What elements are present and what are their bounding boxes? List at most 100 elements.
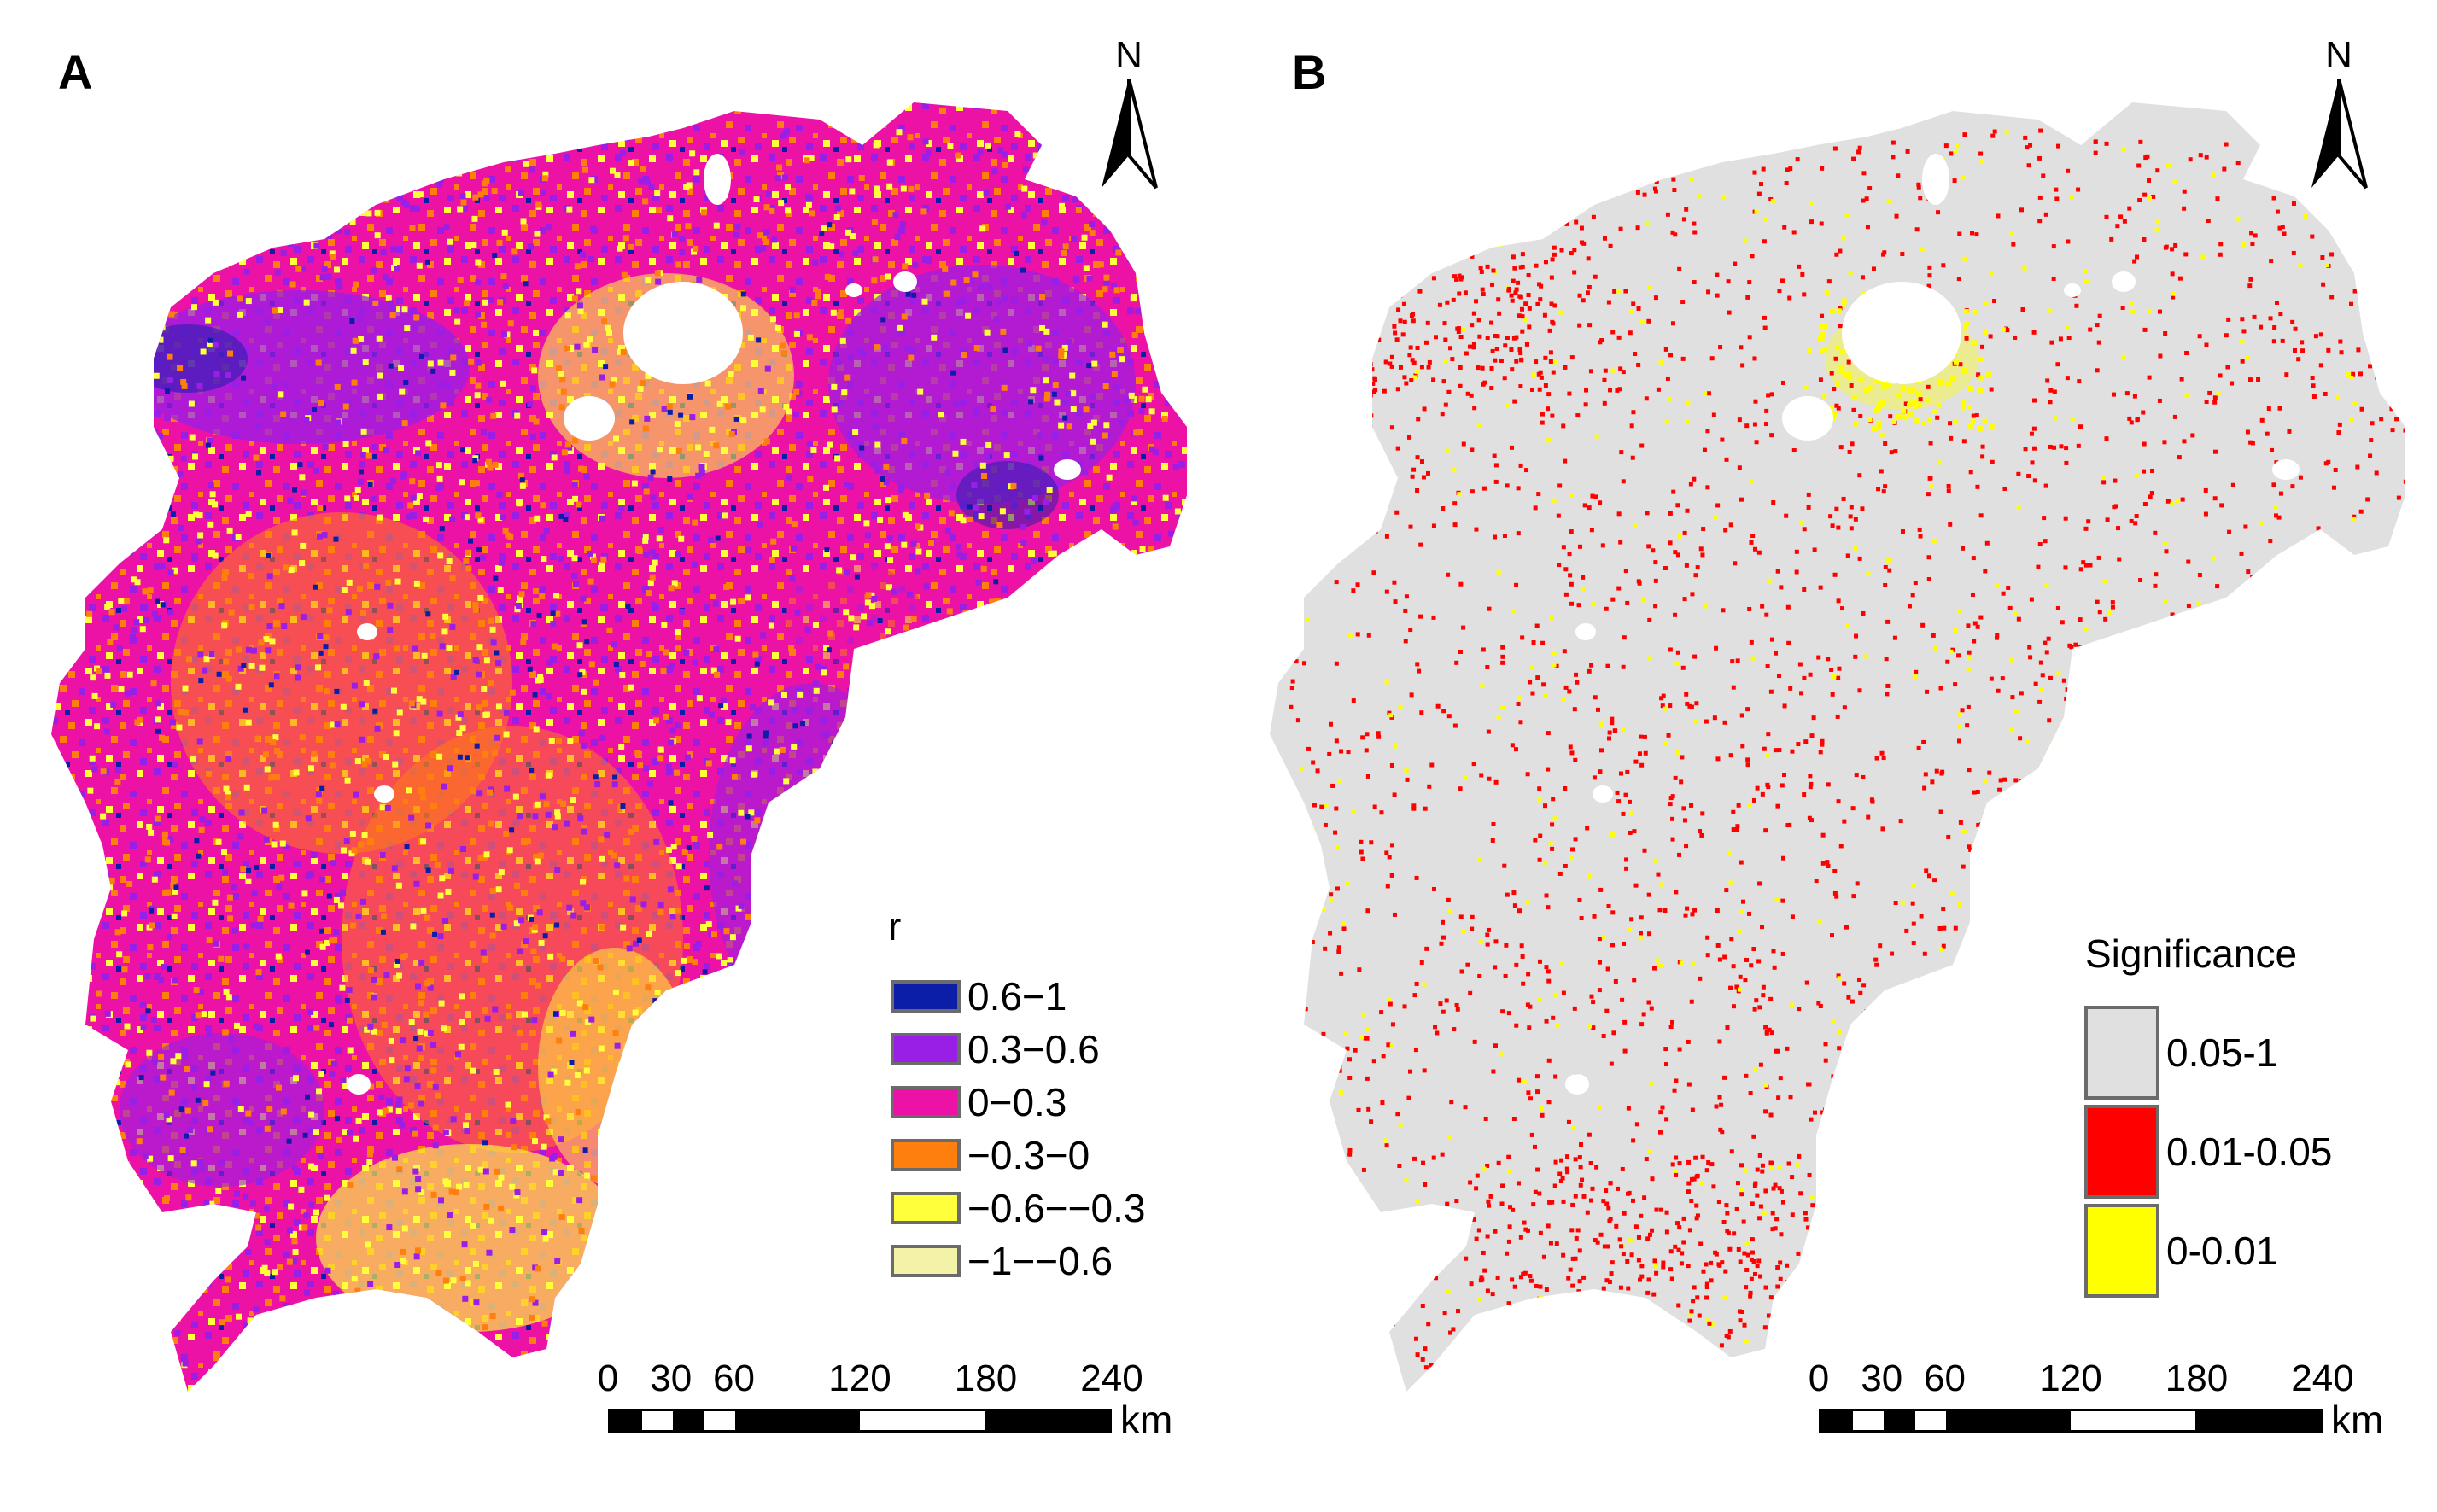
map-pixel bbox=[543, 801, 550, 808]
map-pixel bbox=[728, 1294, 734, 1301]
map-pixel bbox=[1980, 444, 1985, 449]
map-pixel bbox=[459, 1275, 466, 1281]
map-pixel bbox=[1547, 328, 1552, 333]
map-pixel bbox=[852, 429, 859, 435]
map-pixel bbox=[1615, 388, 1620, 393]
map-pixel bbox=[1117, 809, 1124, 816]
map-pixel bbox=[2010, 1348, 2015, 1353]
map-pixel bbox=[1802, 792, 1807, 797]
map-pixel bbox=[580, 879, 587, 885]
map-pixel bbox=[572, 437, 579, 444]
map-pixel bbox=[1818, 585, 1823, 590]
map-pixel bbox=[441, 918, 448, 925]
map-pixel bbox=[144, 1328, 151, 1334]
map-pixel bbox=[1145, 396, 1152, 403]
map-pixel bbox=[1159, 1303, 1166, 1310]
map-pixel bbox=[675, 970, 681, 977]
map-pixel bbox=[686, 844, 692, 850]
map-pixel bbox=[471, 163, 478, 170]
map-pixel bbox=[1974, 232, 1979, 237]
map-pixel bbox=[2117, 844, 2122, 849]
map-pixel bbox=[989, 717, 995, 723]
map-pixel bbox=[763, 975, 770, 982]
map-pixel bbox=[302, 131, 309, 138]
map-pixel bbox=[1316, 480, 1321, 485]
map-pixel bbox=[1043, 395, 1050, 402]
map-pixel bbox=[1681, 217, 1686, 222]
map-pixel bbox=[1729, 1149, 1734, 1154]
map-pixel bbox=[1413, 1048, 1418, 1053]
map-pixel bbox=[590, 553, 597, 560]
map-pixel bbox=[154, 236, 160, 242]
map-pixel bbox=[1470, 254, 1475, 259]
map-pixel bbox=[358, 841, 365, 848]
map-pixel bbox=[278, 391, 284, 398]
map-pixel bbox=[892, 212, 899, 219]
map-pixel bbox=[420, 698, 427, 705]
map-pixel bbox=[844, 374, 851, 381]
map-pixel bbox=[959, 884, 966, 891]
map-pixel bbox=[1914, 227, 1920, 232]
map-pixel bbox=[1537, 959, 1542, 964]
map-pixel bbox=[506, 1013, 512, 1019]
map-pixel bbox=[756, 337, 762, 343]
map-pixel bbox=[953, 400, 960, 407]
map-pixel bbox=[1514, 962, 1519, 967]
map-pixel bbox=[1552, 252, 1557, 257]
map-pixel bbox=[377, 1109, 384, 1116]
map-pixel bbox=[751, 771, 757, 778]
map-pixel bbox=[647, 1182, 654, 1189]
map-pixel bbox=[691, 1042, 698, 1049]
map-pixel bbox=[400, 1248, 406, 1255]
map-pixel bbox=[850, 1024, 857, 1030]
map-pixel bbox=[2266, 809, 2271, 814]
map-pixel bbox=[683, 184, 690, 190]
map-pixel bbox=[2184, 826, 2189, 831]
map-pixel bbox=[534, 515, 541, 522]
map-pixel bbox=[1154, 703, 1160, 709]
map-pixel bbox=[1138, 395, 1145, 402]
map-pixel bbox=[564, 468, 571, 475]
map-pixel bbox=[205, 442, 211, 448]
map-pixel bbox=[874, 344, 880, 351]
map-pixel bbox=[449, 369, 456, 376]
map-pixel bbox=[1731, 809, 1736, 814]
map-pixel bbox=[1601, 1199, 1606, 1204]
map-pixel bbox=[1074, 819, 1081, 826]
map-pixel bbox=[516, 500, 523, 507]
map-pixel bbox=[1122, 396, 1129, 403]
map-pixel bbox=[577, 672, 583, 678]
map-pixel bbox=[725, 403, 732, 410]
map-pixel bbox=[1172, 709, 1178, 715]
map-pixel bbox=[1978, 151, 1984, 156]
map-pixel bbox=[2226, 317, 2231, 322]
map-pixel bbox=[2022, 861, 2027, 867]
map-pixel bbox=[879, 758, 885, 765]
map-pixel bbox=[2083, 526, 2089, 531]
map-pixel bbox=[808, 155, 815, 161]
map-pixel bbox=[751, 1298, 757, 1305]
map-pixel bbox=[1351, 588, 1356, 593]
map-pixel bbox=[1073, 887, 1080, 894]
map-pixel bbox=[1419, 1212, 1424, 1217]
map-pixel bbox=[404, 1065, 411, 1072]
map-pixel bbox=[1764, 408, 1769, 413]
map-pixel bbox=[626, 945, 633, 952]
map-pixel bbox=[711, 931, 718, 938]
map-pixel bbox=[681, 849, 688, 855]
map-pixel bbox=[496, 492, 503, 499]
map-pixel bbox=[2293, 830, 2298, 835]
map-pixel bbox=[713, 646, 720, 653]
map-pixel bbox=[223, 785, 230, 792]
map-pixel bbox=[885, 671, 891, 677]
map-pixel bbox=[1690, 912, 1695, 917]
map-pixel bbox=[394, 578, 401, 585]
map-pixel bbox=[1041, 219, 1048, 225]
map-pixel bbox=[1546, 731, 1551, 736]
map-pixel bbox=[2352, 201, 2357, 207]
map-pixel bbox=[400, 1258, 406, 1265]
map-pixel bbox=[871, 595, 878, 602]
map-pixel bbox=[2127, 416, 2132, 421]
map-pixel bbox=[1500, 654, 1505, 659]
map-pixel bbox=[1120, 1145, 1127, 1152]
